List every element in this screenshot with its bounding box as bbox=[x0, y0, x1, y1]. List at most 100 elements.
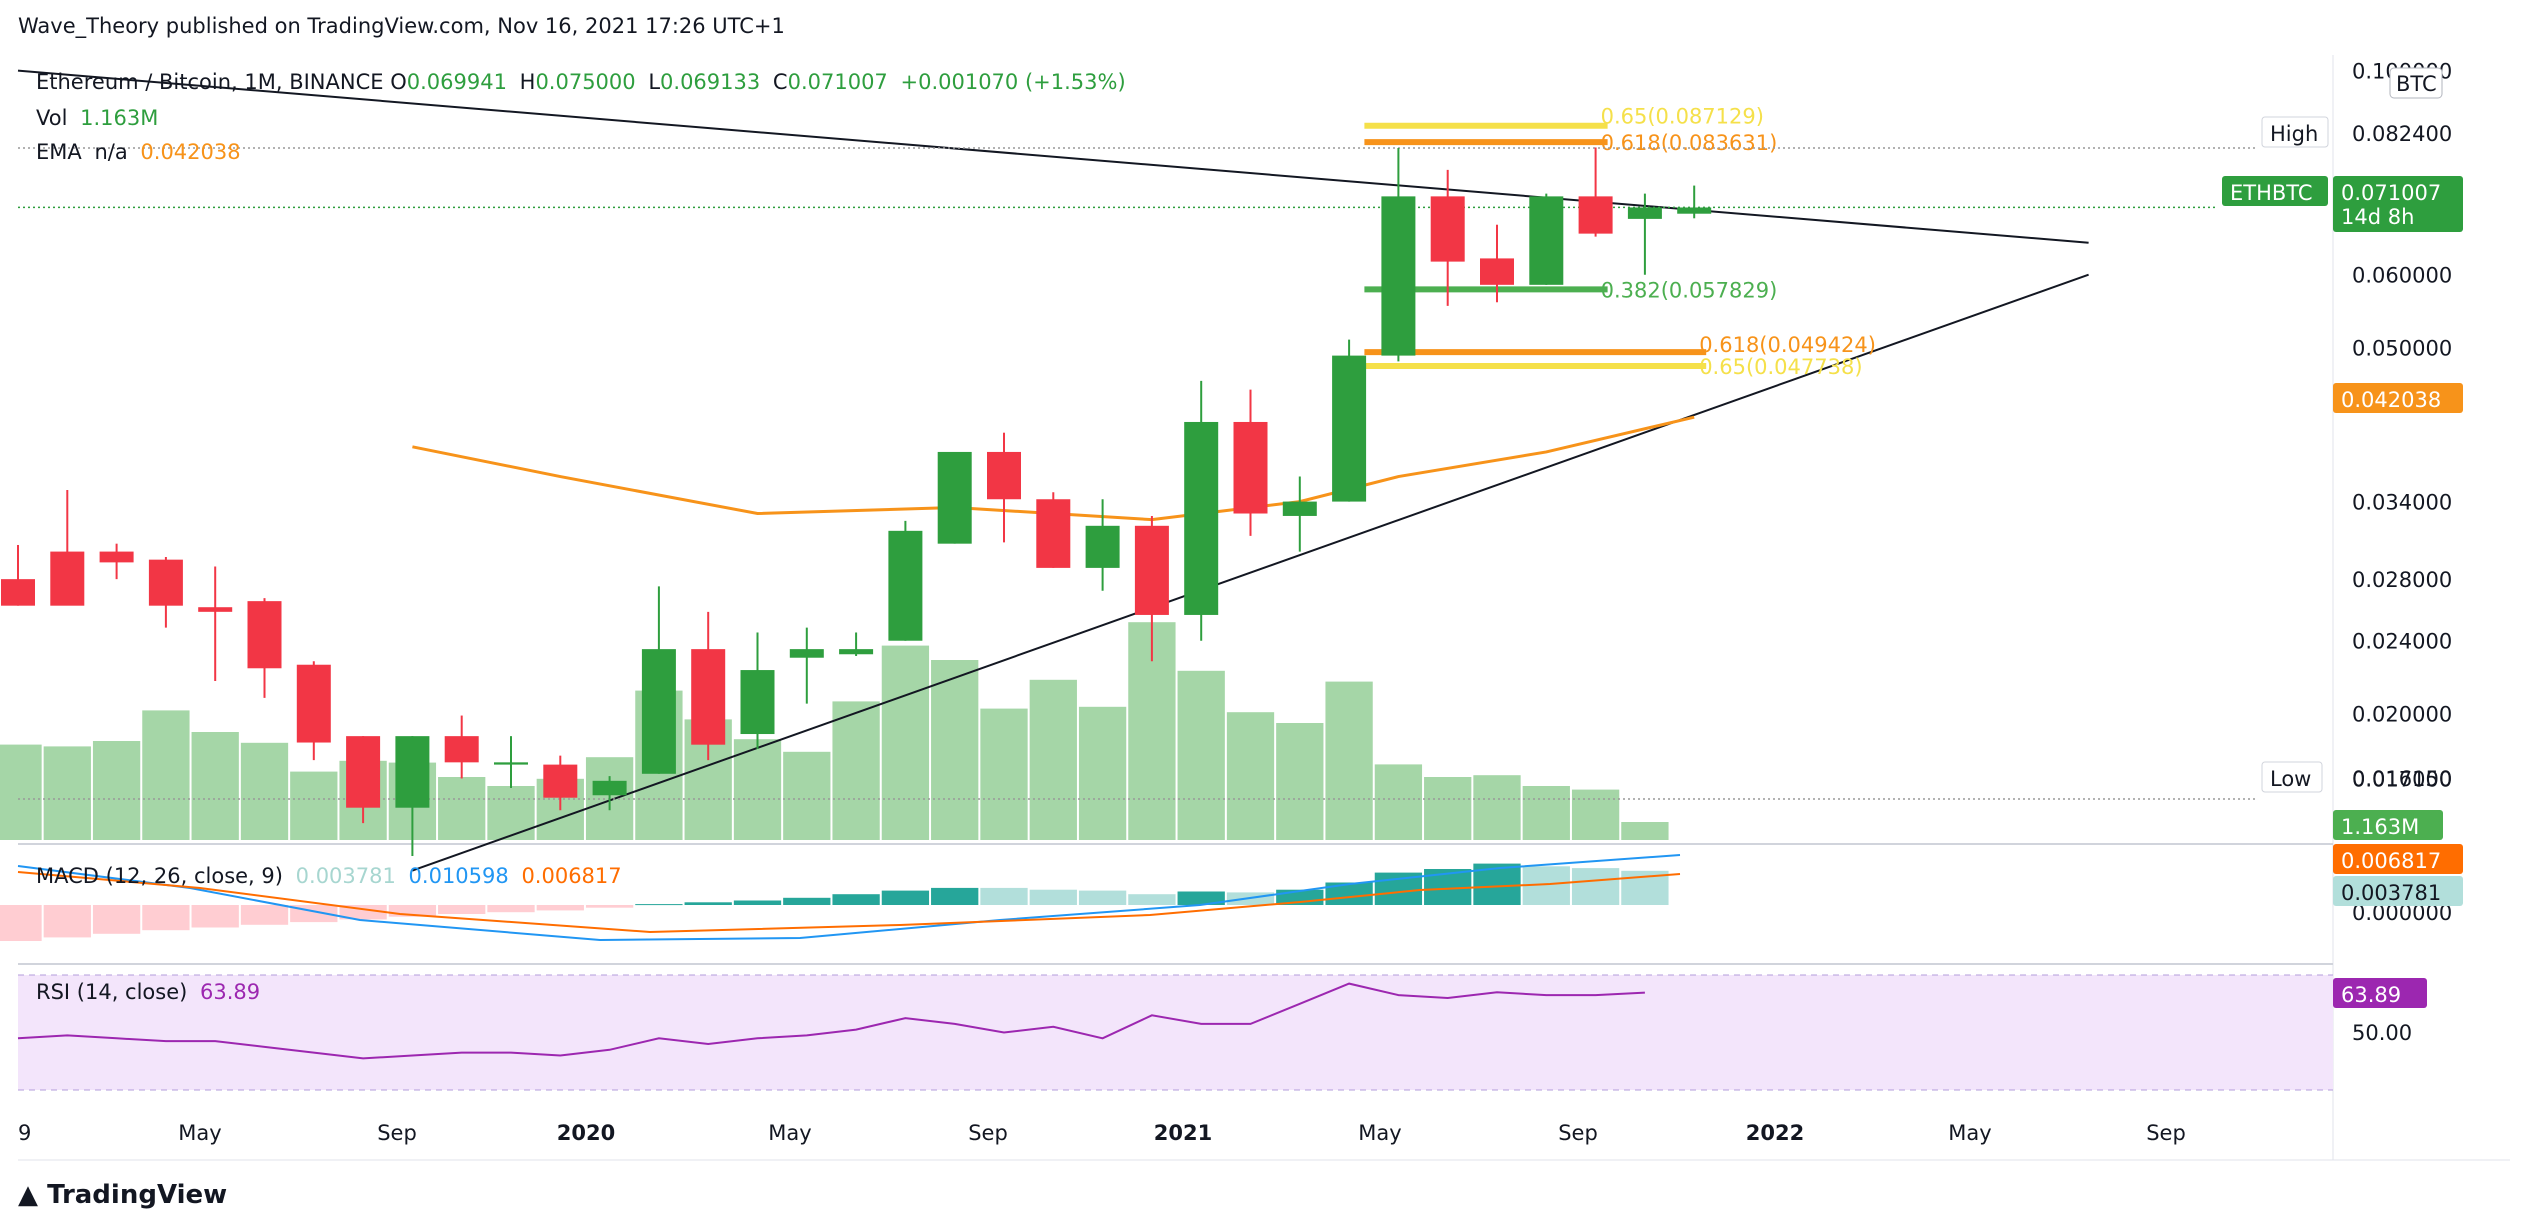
volume-bar bbox=[1522, 786, 1570, 840]
ohlc-low-label: L bbox=[648, 70, 661, 94]
vol-tag-bg bbox=[2333, 810, 2443, 840]
macd-hist-bar bbox=[980, 887, 1028, 905]
macd-signal-line bbox=[17, 871, 1681, 934]
y-tick-label: 0.020000 bbox=[2352, 703, 2452, 727]
macd-hist-tag-bg bbox=[2333, 876, 2463, 906]
x-tick-label: 2021 bbox=[1154, 1121, 1212, 1145]
x-tick-label: Sep bbox=[968, 1121, 1008, 1145]
candle-body bbox=[247, 601, 282, 669]
macd-hist-bar bbox=[1128, 894, 1176, 905]
rsi-legend[interactable]: RSI (14, close) 63.89 bbox=[36, 980, 260, 1004]
x-tick-label: 9 bbox=[18, 1121, 31, 1145]
ohlc-low: 0.069133 bbox=[660, 70, 761, 94]
macd-hist-bar bbox=[931, 887, 979, 905]
macd-hist-bar bbox=[733, 900, 782, 905]
low-label-tag-text: Low bbox=[2270, 767, 2311, 791]
x-tick-label: 2022 bbox=[1746, 1121, 1804, 1145]
candle-body bbox=[987, 451, 1021, 500]
candle-body bbox=[198, 607, 233, 612]
volume-bar bbox=[191, 732, 239, 840]
vol-legend[interactable]: Vol 1.163M bbox=[36, 106, 158, 130]
macd-hist-bar bbox=[684, 902, 732, 905]
symbol-name[interactable]: Ethereum / Bitcoin, 1M, BINANCE bbox=[36, 70, 384, 94]
candle-body bbox=[789, 649, 824, 658]
candle-body bbox=[740, 670, 775, 735]
ema-price-tag-text: 0.042038 bbox=[2341, 388, 2441, 412]
volume-bar bbox=[142, 710, 190, 840]
macd-hist-bar bbox=[43, 905, 91, 938]
macd-pane: 0.000000 bbox=[0, 854, 2452, 942]
high-value: 0.082400 bbox=[2352, 122, 2452, 146]
volume-bar bbox=[1424, 777, 1472, 840]
y-tick-label: 0.028000 bbox=[2352, 568, 2452, 592]
x-tick-label: May bbox=[1358, 1121, 1401, 1145]
time-axis[interactable]: 9 May Sep 2020 May Sep 2021 May Sep 2022 May Sep bbox=[18, 1121, 2186, 1145]
volume-bar bbox=[1029, 679, 1077, 840]
candle-body bbox=[1627, 207, 1662, 219]
macd-hist-bar bbox=[92, 905, 141, 934]
price-axis[interactable]: 0.1000000.0600000.0500000.0340000.028000… bbox=[2352, 60, 2452, 792]
volume-bar bbox=[240, 742, 289, 840]
ethbtc-label-tag-text: ETHBTC bbox=[2230, 181, 2313, 205]
x-tick-label: Sep bbox=[1558, 1121, 1598, 1145]
candle-body bbox=[839, 649, 874, 655]
macd-hist-tag-text: 0.003781 bbox=[2341, 881, 2441, 905]
volume-bar bbox=[1177, 670, 1225, 840]
rsi-tag-text: 63.89 bbox=[2341, 983, 2401, 1007]
macd-hist-bar bbox=[191, 905, 239, 928]
candle-body bbox=[99, 551, 134, 563]
ema-price-tag-bg bbox=[2333, 383, 2463, 413]
candle-body bbox=[1677, 207, 1712, 214]
x-tick-label: 2020 bbox=[557, 1121, 615, 1145]
tradingview-logo[interactable]: ▲ TradingView bbox=[18, 1180, 227, 1210]
volume-bars bbox=[0, 622, 1669, 840]
macd-line-value: 0.010598 bbox=[408, 864, 509, 888]
macd-hist-bar bbox=[1325, 882, 1373, 905]
ema-legend[interactable]: EMA n/a 0.042038 bbox=[36, 140, 241, 164]
macd-signal-tag-bg bbox=[2333, 844, 2463, 874]
vol-value: 1.163M bbox=[80, 106, 159, 130]
fib-label: 0.618(0.049424) bbox=[1699, 333, 1876, 357]
ohlc-change: +0.001070 (+1.53%) bbox=[900, 70, 1126, 94]
macd-hist-bar bbox=[487, 905, 535, 913]
volume-bar bbox=[43, 746, 91, 840]
trendline-ascending bbox=[412, 273, 2089, 872]
macd-hist-bar bbox=[0, 905, 42, 941]
candle-body bbox=[888, 530, 923, 641]
macd-hist-bar bbox=[1177, 891, 1225, 905]
candle-body bbox=[1184, 421, 1219, 615]
macd-legend[interactable]: MACD (12, 26, close, 9) 0.003781 0.01059… bbox=[36, 864, 622, 888]
candle-body bbox=[1, 579, 35, 606]
y-tick-label: 0.024000 bbox=[2352, 630, 2452, 654]
candle-body bbox=[296, 664, 331, 743]
trendline-descending bbox=[17, 69, 2089, 244]
ohlc-close: 0.071007 bbox=[787, 70, 888, 94]
ema-value: 0.042038 bbox=[140, 140, 241, 164]
candle-body bbox=[641, 649, 676, 774]
ohlc-high-label: H bbox=[519, 70, 536, 94]
fib-label: 0.618(0.083631) bbox=[1601, 131, 1778, 155]
macd-hist-bar bbox=[585, 905, 634, 908]
trendlines bbox=[17, 69, 2089, 872]
candle-body bbox=[1529, 196, 1564, 285]
volume-bar bbox=[1473, 775, 1521, 840]
vol-label: Vol bbox=[36, 106, 68, 130]
macd-hist-bar bbox=[1571, 868, 1620, 905]
candle-body bbox=[494, 762, 528, 765]
tv-logo-icon: ▲ bbox=[18, 1180, 38, 1210]
macd-line bbox=[17, 854, 1681, 942]
rsi-tag-bg bbox=[2333, 978, 2427, 1008]
volume-bar bbox=[92, 741, 141, 840]
publisher-text: Wave_Theory published on TradingView.com… bbox=[18, 14, 785, 38]
y-tick-label: 0.050000 bbox=[2352, 337, 2452, 361]
volume-bar bbox=[1571, 789, 1620, 840]
candle-body bbox=[1085, 525, 1120, 568]
currency-badge bbox=[2389, 67, 2443, 99]
volume-bar bbox=[832, 701, 880, 840]
x-tick-label: May bbox=[1948, 1121, 1991, 1145]
fib-label: 0.65(0.087129) bbox=[1601, 105, 1764, 129]
candle-body bbox=[148, 559, 183, 606]
currency-label: BTC bbox=[2396, 72, 2437, 96]
